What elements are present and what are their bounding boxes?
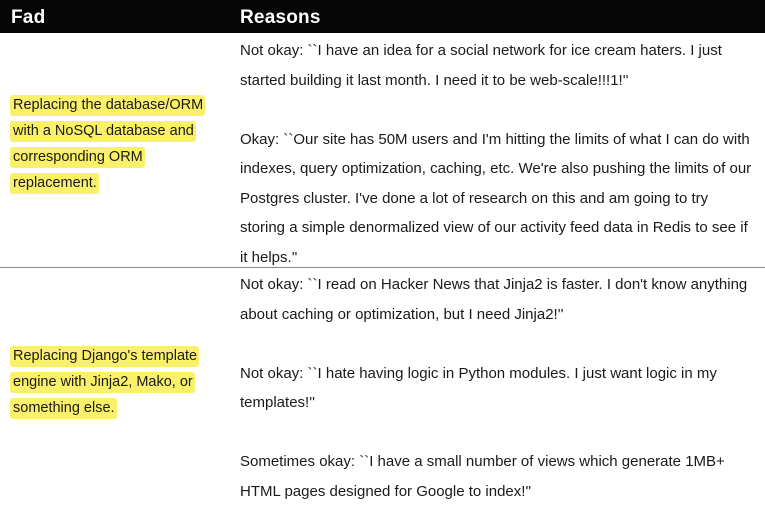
fad-cell-database-orm: Replacing the database/ORM with a NoSQL … bbox=[10, 92, 215, 196]
reason-spacer bbox=[240, 329, 755, 359]
reasons-cell-database-orm: Not okay: ``I have an idea for a social … bbox=[240, 36, 755, 272]
reason-spacer bbox=[240, 418, 755, 448]
reasons-cell-template-engine: Not okay: ``I read on Hacker News that J… bbox=[240, 270, 755, 506]
reason-not-okay: Not okay: ``I have an idea for a social … bbox=[240, 42, 722, 89]
fad-cell-template-engine: Replacing Django's template engine with … bbox=[10, 343, 215, 421]
column-header-reasons: Reasons bbox=[240, 7, 321, 28]
column-header-fad: Fad bbox=[11, 7, 46, 28]
reason-okay: Okay: ``Our site has 50M users and I'm h… bbox=[240, 130, 752, 266]
reason-not-okay: Not okay: ``I hate having logic in Pytho… bbox=[240, 364, 717, 412]
fad-text-highlighted: Replacing the database/ORM with a NoSQL … bbox=[10, 95, 206, 194]
reason-not-okay: Not okay: ``I read on Hacker News that J… bbox=[240, 276, 748, 323]
reason-sometimes-okay: Sometimes okay: ``I have a small number … bbox=[240, 453, 725, 500]
table-header: Fad Reasons bbox=[0, 0, 765, 33]
fad-text-highlighted: Replacing Django's template engine with … bbox=[10, 346, 200, 419]
reason-spacer bbox=[240, 95, 755, 125]
row-divider bbox=[0, 267, 765, 268]
